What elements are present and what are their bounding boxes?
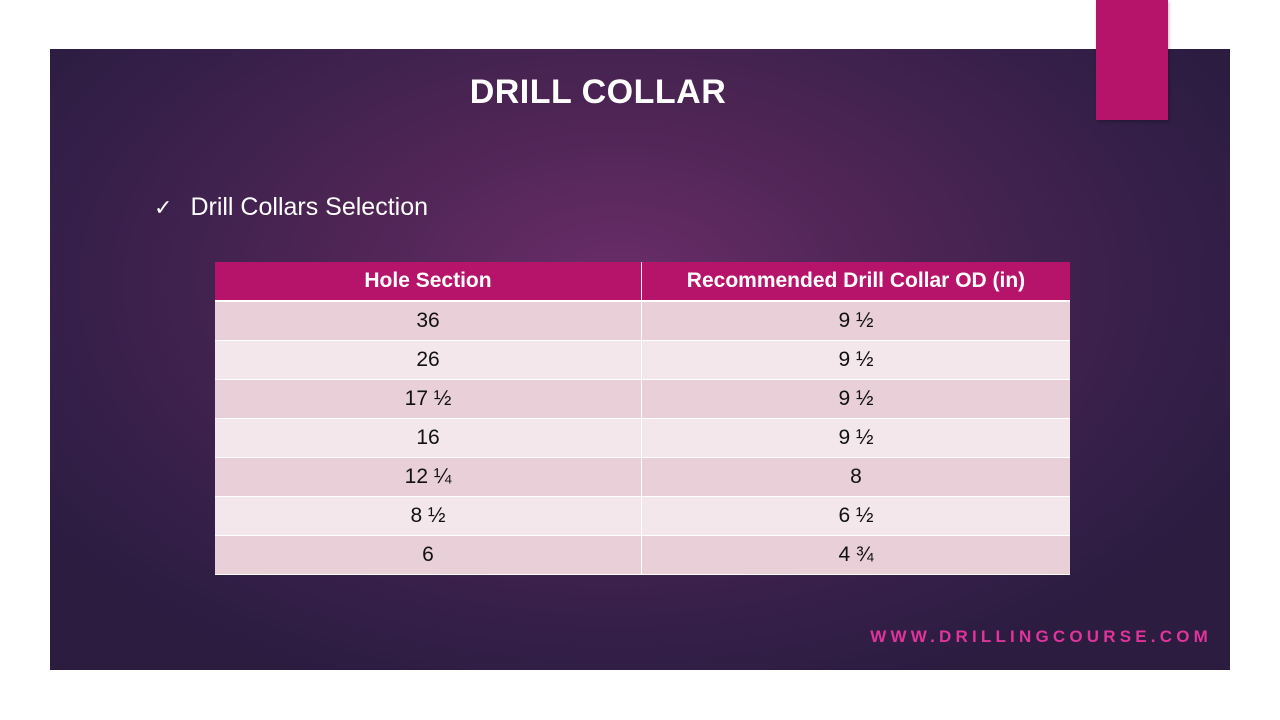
drill-collar-od-cell: 6 ½	[641, 496, 1070, 536]
table-row: 16 9 ½	[215, 418, 1070, 458]
hole-section-cell: 36	[215, 301, 642, 341]
hole-section-cell: 17 ½	[215, 379, 642, 419]
hole-section-cell: 26	[215, 340, 642, 380]
bullet-text: Drill Collars Selection	[190, 193, 429, 221]
bullet-item: ✓ Drill Collars Selection	[154, 193, 428, 222]
table-row: 6 4 ¾	[215, 535, 1070, 575]
checkmark-icon: ✓	[154, 194, 173, 220]
hole-section-cell: 6	[215, 535, 642, 575]
hole-section-cell: 12 ¼	[215, 457, 642, 497]
slide-title: DRILL COLLAR	[469, 73, 727, 111]
drill-collar-od-cell: 9 ½	[641, 340, 1070, 380]
drill-collar-od-cell: 4 ¾	[641, 535, 1070, 575]
drill-collar-table: Hole Section Recommended Drill Collar OD…	[215, 262, 1070, 575]
drill-collar-od-cell: 9 ½	[641, 301, 1070, 341]
accent-bar	[1096, 0, 1168, 120]
header-hole-section: Hole Section	[215, 262, 642, 302]
drill-collar-od-cell: 9 ½	[641, 418, 1070, 458]
table-header-row: Hole Section Recommended Drill Collar OD…	[215, 262, 1070, 302]
hole-section-cell: 8 ½	[215, 496, 642, 536]
table-row: 12 ¼ 8	[215, 457, 1070, 497]
table-row: 26 9 ½	[215, 340, 1070, 380]
website-footer: WWW.DRILLINGCOURSE.COM	[870, 627, 1212, 646]
drill-collar-od-cell: 9 ½	[641, 379, 1070, 419]
table-row: 36 9 ½	[215, 301, 1070, 341]
table-row: 17 ½ 9 ½	[215, 379, 1070, 419]
table-row: 8 ½ 6 ½	[215, 496, 1070, 536]
header-drill-collar-od: Recommended Drill Collar OD (in)	[641, 262, 1070, 302]
hole-section-cell: 16	[215, 418, 642, 458]
drill-collar-od-cell: 8	[641, 457, 1070, 497]
